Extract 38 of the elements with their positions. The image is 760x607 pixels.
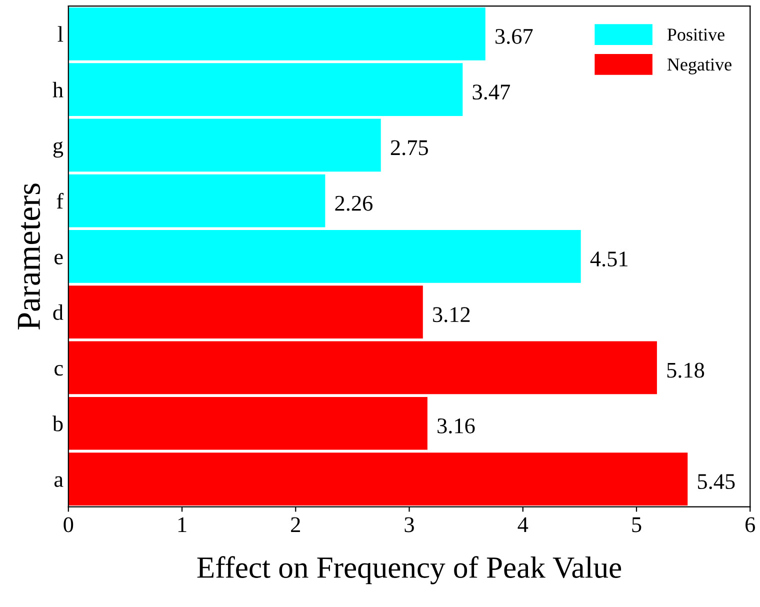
- legend-label: Positive: [667, 28, 724, 41]
- bar: [68, 63, 463, 116]
- data-label: 5.45: [698, 474, 735, 490]
- y-tick-label: e: [54, 254, 63, 264]
- x-axis-title: Effect on Frequency of Peak Value: [197, 556, 622, 584]
- y-tick-label: a: [54, 476, 64, 487]
- data-label: 2.26: [335, 196, 372, 211]
- x-tick-label: 3: [404, 517, 414, 532]
- bar: [68, 452, 688, 506]
- x-tick-label: 4: [518, 517, 528, 532]
- data-label: 3.67: [496, 28, 533, 44]
- y-tick-label: f: [56, 192, 64, 209]
- data-label: 2.75: [390, 140, 428, 156]
- x-tick-label: 0: [64, 517, 74, 532]
- y-tick-label: b: [52, 416, 63, 432]
- y-tick-label: c: [54, 364, 63, 376]
- bar: [68, 7, 486, 60]
- bar: [68, 230, 581, 283]
- data-label: 3.16: [438, 418, 475, 434]
- y-axis-title: Parameters: [18, 184, 40, 330]
- data-label: 3.12: [433, 307, 470, 322]
- y-tick-label: h: [52, 82, 64, 98]
- y-tick-label: g: [53, 141, 64, 158]
- data-label: 3.47: [472, 84, 510, 100]
- bar: [68, 396, 428, 450]
- x-tick-label: 5: [632, 517, 642, 532]
- y-tick-label: l: [58, 26, 64, 42]
- x-tick-label: 1: [178, 517, 186, 532]
- bar: [68, 286, 423, 339]
- bar: [68, 118, 381, 172]
- bar: [68, 341, 657, 394]
- legend-label: Negative: [667, 58, 732, 74]
- x-tick-label: 6: [746, 517, 756, 532]
- data-label: 4.51: [590, 252, 628, 267]
- data-label: 5.18: [667, 362, 704, 378]
- bar: [68, 174, 326, 228]
- x-tick-label: 2: [291, 517, 300, 532]
- y-tick-label: d: [53, 304, 64, 320]
